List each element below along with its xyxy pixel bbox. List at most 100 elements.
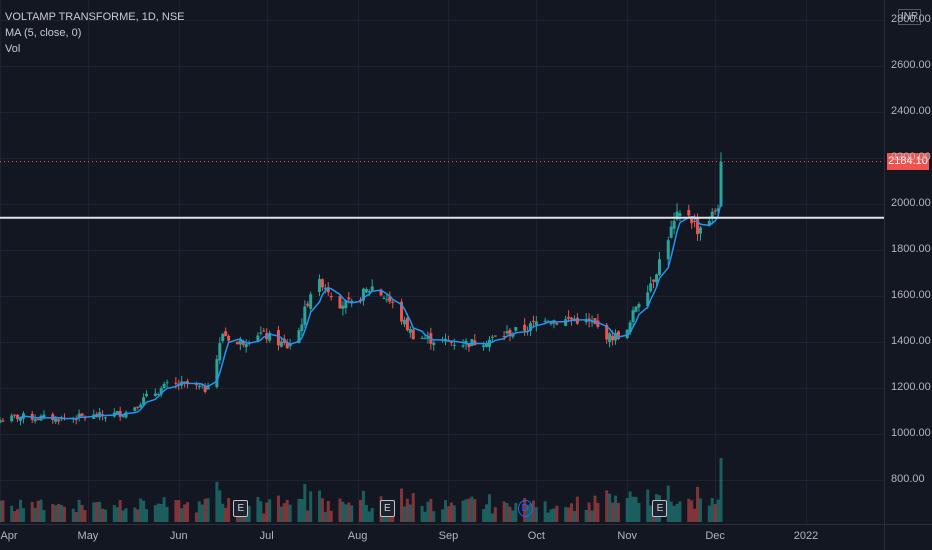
- candle-body: [528, 323, 532, 331]
- candle-body: [347, 297, 351, 300]
- volume-bar: [367, 511, 371, 522]
- price-tick-label: 2000.00: [891, 197, 931, 209]
- earnings-marker[interactable]: E: [233, 500, 249, 517]
- candle-body: [637, 304, 641, 308]
- volume-indicator-label[interactable]: Vol: [5, 43, 21, 55]
- candle-body: [567, 316, 571, 319]
- candle-body: [206, 385, 210, 390]
- volume-bar: [675, 503, 679, 522]
- volume-bar: [74, 512, 78, 522]
- volume-bar: [282, 503, 286, 522]
- candle-body: [502, 336, 506, 338]
- volume-bar: [33, 507, 37, 522]
- candle-body: [361, 288, 365, 301]
- volume-bar: [21, 508, 25, 522]
- volume-bar: [197, 501, 201, 522]
- volume-bar: [487, 494, 491, 522]
- candle-body: [174, 382, 178, 384]
- candle-body: [364, 289, 368, 293]
- candle-body: [505, 331, 509, 334]
- volume-bar: [572, 510, 576, 522]
- ma-line: [17, 202, 722, 420]
- candle-body: [145, 393, 149, 397]
- volume-bar: [649, 505, 653, 522]
- candle-body: [194, 384, 198, 386]
- volume-bar: [153, 505, 157, 522]
- volume-bar: [482, 509, 486, 522]
- volume-bar: [320, 498, 324, 522]
- candle-body: [608, 333, 612, 343]
- earnings-marker[interactable]: E: [652, 500, 668, 517]
- volume-bar: [593, 495, 597, 522]
- volume-bar: [276, 495, 280, 522]
- earnings-marker[interactable]: E: [379, 500, 395, 517]
- candle-body: [655, 274, 659, 283]
- volume-bar: [347, 502, 351, 522]
- candle-body: [279, 341, 283, 347]
- candle-body: [197, 385, 201, 388]
- volume-bar: [590, 510, 594, 522]
- candle-body: [317, 279, 321, 292]
- volume-bar: [256, 496, 260, 522]
- volume-bar: [115, 507, 119, 522]
- volume-bar: [224, 507, 228, 522]
- chart-legend: VOLTAMP TRANSFORME, 1D, NSE MA (5, close…: [5, 9, 185, 57]
- volume-bar: [174, 500, 178, 522]
- candle-body: [564, 319, 568, 326]
- candle-body: [338, 296, 342, 309]
- candle-body: [531, 320, 535, 322]
- candle-body: [613, 332, 617, 341]
- candle-body: [649, 283, 653, 292]
- candle-body: [646, 292, 650, 307]
- candle-body: [490, 336, 494, 338]
- candle-body: [186, 381, 190, 385]
- candle-body: [80, 413, 84, 416]
- candle-body: [543, 320, 547, 322]
- time-tick-label: Apr: [0, 530, 18, 542]
- candle-body: [42, 414, 46, 418]
- volume-bar: [344, 504, 348, 522]
- time-tick-label: Sep: [438, 530, 459, 542]
- candle-body: [423, 338, 427, 340]
- time-tick-label: Jul: [259, 530, 274, 542]
- volume-bar: [183, 504, 187, 522]
- candle-body: [203, 386, 207, 392]
- volume-bar: [1, 500, 5, 522]
- volume-bar: [306, 510, 310, 522]
- volume-bar: [514, 502, 518, 522]
- candle-body: [449, 341, 453, 343]
- volume-bar: [297, 498, 301, 522]
- symbol-title[interactable]: VOLTAMP TRANSFORME, 1D, NSE: [5, 11, 185, 23]
- volume-bar: [634, 496, 638, 522]
- candle-body: [432, 342, 436, 346]
- volume-bar: [159, 503, 163, 522]
- volume-bar: [555, 505, 559, 522]
- candle-body: [696, 218, 700, 235]
- volume-bar: [118, 500, 122, 522]
- volume-bar: [279, 506, 283, 522]
- ma-indicator-label[interactable]: MA (5, close, 0): [5, 27, 82, 39]
- volume-bar: [446, 506, 450, 522]
- volume-bar: [608, 493, 612, 522]
- volume-bar: [698, 498, 702, 522]
- price-tick-label: 1200.00: [891, 381, 931, 393]
- volume-bar: [719, 457, 723, 522]
- time-tick-label: Jun: [169, 530, 188, 542]
- volume-bar: [133, 507, 137, 522]
- price-tick-label: 2400.00: [891, 105, 931, 117]
- volume-bar: [262, 513, 266, 522]
- volume-bar: [92, 502, 96, 522]
- price-tick-label: 1000.00: [891, 427, 931, 439]
- candle-body: [678, 213, 682, 216]
- volume-bar: [511, 510, 515, 522]
- candle-body: [382, 297, 386, 299]
- volume-bar: [613, 495, 617, 522]
- candle-body: [634, 306, 638, 312]
- volume-bar: [186, 502, 190, 522]
- candle-body: [268, 332, 272, 341]
- volume-bar: [552, 508, 556, 522]
- candle-body: [183, 381, 187, 383]
- currency-label[interactable]: INR: [898, 9, 922, 25]
- dividend-marker[interactable]: D: [517, 500, 533, 517]
